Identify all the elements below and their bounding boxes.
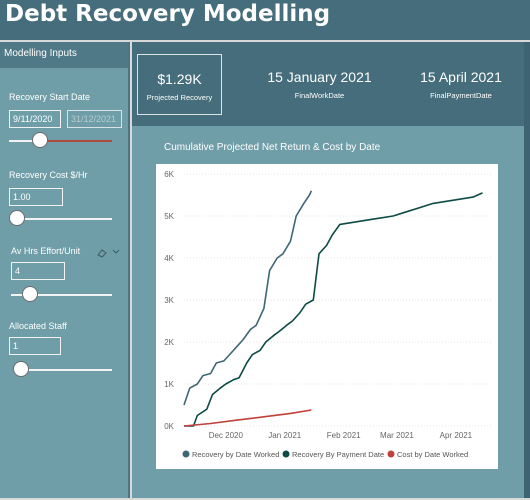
kpi-card-projected-recovery: $1.29K Projected Recovery bbox=[137, 54, 222, 115]
eraser-icon[interactable] bbox=[97, 248, 107, 258]
recovery-cost-slider-track[interactable] bbox=[9, 218, 112, 220]
recovery-start-from-input[interactable]: 9/11/2020 bbox=[9, 110, 61, 128]
x-tick-label: Dec 2020 bbox=[209, 431, 244, 440]
av-hrs-slider-thumb[interactable] bbox=[22, 286, 38, 302]
legend-label: Cost by Date Worked bbox=[397, 450, 468, 459]
title-bar: Debt Recovery Modelling bbox=[0, 0, 530, 40]
kpi-caption-projected-recovery: Projected Recovery bbox=[146, 93, 213, 102]
legend-label: Recovery By Payment Date bbox=[292, 450, 384, 459]
y-tick-label: 0K bbox=[164, 422, 174, 431]
chevron-down-icon[interactable] bbox=[112, 249, 120, 255]
x-tick-label: Mar 2021 bbox=[380, 431, 414, 440]
kpi-value-final-work-date: 15 January 2021 bbox=[267, 69, 372, 85]
scroll-edge bbox=[524, 42, 530, 498]
y-tick-label: 1K bbox=[164, 380, 174, 389]
kpi-final-payment-date: 15 April 2021 FinalPaymentDate bbox=[396, 69, 526, 100]
line-chart: 0K 1K 2K 3K 4K 5K 6K Dec 2020 Jan 2021 Feb 2021 Ma… bbox=[156, 164, 498, 469]
recovery-cost-input[interactable]: 1.00 bbox=[9, 188, 63, 206]
y-tick-label: 3K bbox=[164, 296, 174, 305]
kpi-strip: $1.29K Projected Recovery 15 January 202… bbox=[132, 42, 530, 126]
y-tick-label: 6K bbox=[164, 170, 174, 179]
kpi-caption-final-payment-date: FinalPaymentDate bbox=[430, 91, 492, 100]
legend-marker bbox=[282, 450, 290, 458]
av-hrs-input[interactable]: 4 bbox=[11, 262, 65, 280]
chart-panel: Cumulative Projected Net Return & Cost b… bbox=[132, 126, 530, 498]
x-tick-label: Apr 2021 bbox=[440, 431, 473, 440]
series-line-1 bbox=[184, 192, 483, 427]
recovery-start-slider-fill bbox=[9, 140, 34, 142]
panel-header-label: Modelling Inputs bbox=[4, 48, 77, 59]
page-title: Debt Recovery Modelling bbox=[5, 1, 331, 27]
recovery-cost-slider-thumb[interactable] bbox=[9, 210, 25, 226]
allocated-staff-label: Allocated Staff bbox=[9, 321, 67, 331]
recovery-cost-label: Recovery Cost $/Hr bbox=[9, 170, 88, 180]
series-line-2 bbox=[183, 409, 312, 427]
modelling-inputs-panel: Modelling Inputs Recovery Start Date 9/1… bbox=[0, 42, 130, 498]
chart-title: Cumulative Projected Net Return & Cost b… bbox=[164, 142, 381, 153]
kpi-final-work-date: 15 January 2021 FinalWorkDate bbox=[252, 69, 387, 100]
allocated-staff-input[interactable]: 1 bbox=[9, 337, 61, 355]
legend-marker bbox=[387, 450, 395, 458]
y-tick-label: 4K bbox=[164, 254, 174, 263]
recovery-start-to-input[interactable]: 31/12/2021 bbox=[67, 110, 122, 128]
kpi-value-final-payment-date: 15 April 2021 bbox=[420, 69, 502, 85]
panel-header: Modelling Inputs bbox=[0, 42, 128, 68]
allocated-staff-slider-thumb[interactable] bbox=[13, 361, 29, 377]
series-line-0 bbox=[183, 190, 313, 406]
av-hrs-slider-track[interactable] bbox=[11, 294, 112, 296]
allocated-staff-slider-track[interactable] bbox=[13, 369, 112, 371]
kpi-value-projected-recovery: $1.29K bbox=[157, 71, 202, 87]
chart-background bbox=[156, 164, 498, 469]
legend-marker bbox=[182, 450, 190, 458]
y-tick-label: 2K bbox=[164, 338, 174, 347]
recovery-start-slider-thumb[interactable] bbox=[32, 132, 48, 148]
av-hrs-label: Av Hrs Effort/Unit bbox=[11, 246, 81, 256]
y-tick-label: 5K bbox=[164, 212, 174, 221]
x-tick-label: Feb 2021 bbox=[327, 431, 361, 440]
x-tick-label: Jan 2021 bbox=[268, 431, 301, 440]
legend-label: Recovery by Date Worked bbox=[192, 450, 279, 459]
kpi-caption-final-work-date: FinalWorkDate bbox=[294, 91, 345, 100]
recovery-start-date-label: Recovery Start Date bbox=[9, 92, 91, 102]
recovery-start-slider-track[interactable] bbox=[40, 140, 112, 142]
